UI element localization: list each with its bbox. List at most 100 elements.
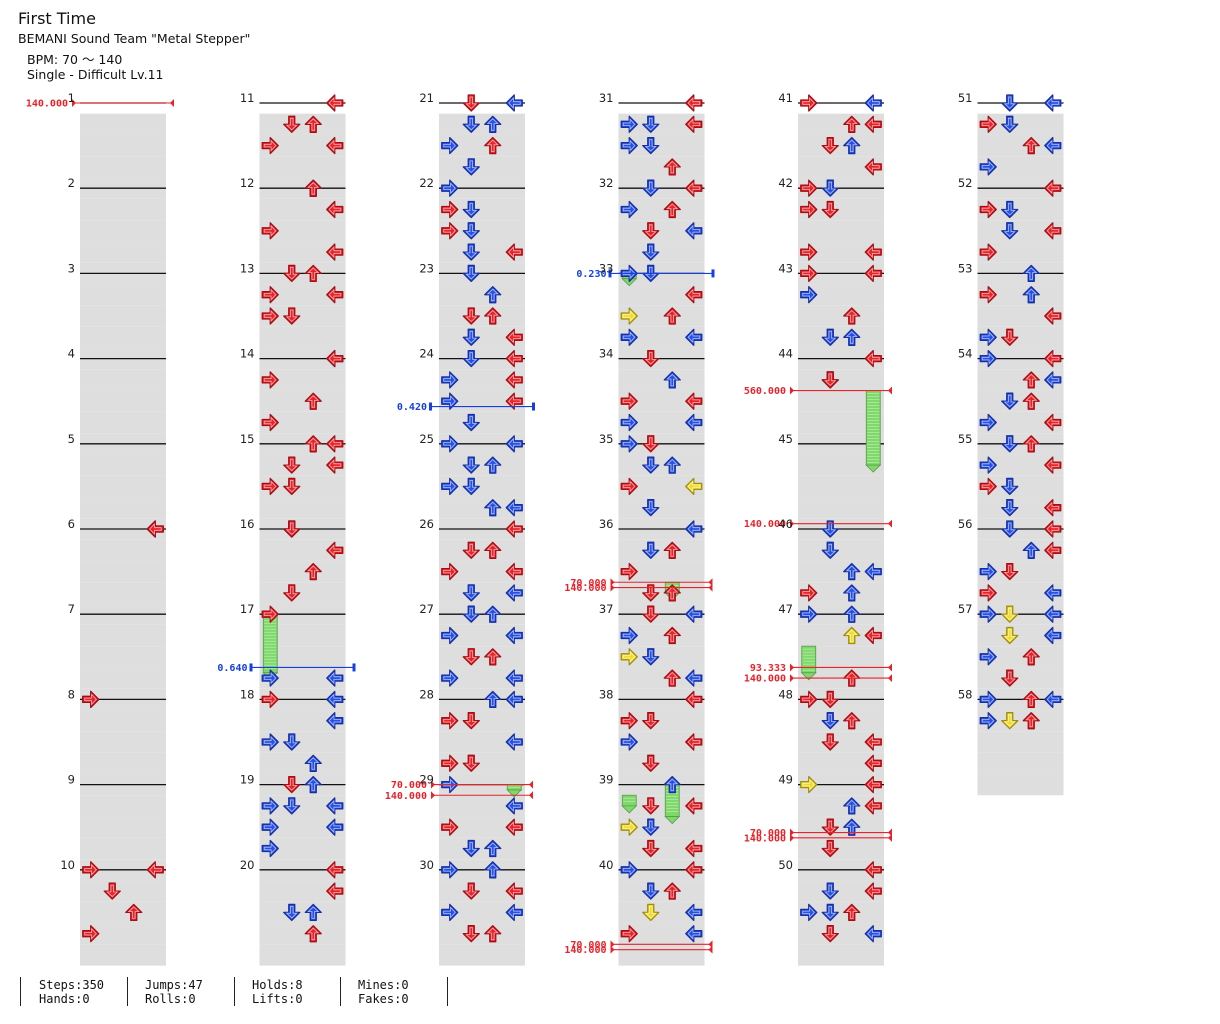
measure-number: 33 — [599, 261, 614, 275]
beat-band — [798, 156, 884, 178]
bpm-change-cap — [888, 519, 892, 528]
beat-band — [618, 156, 705, 178]
measure-number: 32 — [599, 176, 614, 190]
beat-band — [259, 923, 346, 945]
bpm-change-cap — [170, 99, 174, 107]
measure-number: 30 — [419, 858, 434, 872]
beat-band — [977, 539, 1064, 561]
measure-number: 18 — [240, 687, 255, 701]
beat-band — [977, 305, 1064, 327]
beat-band — [618, 880, 705, 902]
beat-band — [439, 284, 525, 306]
measure-number: 13 — [240, 261, 255, 275]
stop-cap — [249, 663, 253, 672]
stat-steps: Steps:350 — [39, 978, 105, 992]
beat-band — [977, 198, 1064, 221]
bpm-change-cap — [610, 940, 615, 949]
beat-band — [618, 113, 705, 135]
beat-band — [80, 156, 166, 178]
measure-number: 29 — [419, 773, 434, 787]
beat-band — [259, 390, 346, 412]
beat-band — [80, 284, 166, 306]
stats-divider — [447, 977, 448, 1006]
beat-band — [259, 539, 346, 561]
beat-band — [80, 752, 166, 774]
note-arrow — [326, 94, 344, 112]
beat-band — [259, 475, 346, 498]
beat-band — [798, 390, 884, 412]
stats-divider — [234, 977, 235, 1006]
beat-band — [798, 241, 884, 263]
beat-band — [798, 284, 884, 306]
stat-mines: Mines:0 — [358, 978, 409, 992]
measure-number: 31 — [599, 91, 614, 105]
beat-band — [80, 497, 166, 519]
measure-number: 46 — [778, 517, 793, 531]
beat-band — [618, 454, 705, 476]
beat-band — [798, 582, 884, 604]
beat-band — [977, 134, 1064, 157]
beat-band — [259, 646, 346, 668]
beat-band — [977, 773, 1064, 796]
measure-number: 26 — [419, 517, 434, 531]
beat-band — [798, 944, 884, 966]
beat-band — [798, 475, 884, 498]
chart-stats: Steps:350 Hands:0 Jumps:47 Rolls:0 Holds… — [14, 975, 614, 1009]
note-arrow — [864, 94, 882, 112]
beat-band — [439, 220, 525, 242]
beat-band — [977, 497, 1064, 519]
beat-band — [618, 497, 705, 519]
beat-band — [439, 880, 525, 902]
beat-band — [439, 560, 525, 583]
beat-band — [977, 475, 1064, 498]
bpm-change-cap — [790, 674, 794, 683]
beat-band — [798, 134, 884, 157]
beat-band — [439, 731, 525, 753]
stop-label: 0.640 — [217, 663, 247, 674]
beat-band — [618, 560, 705, 583]
stats-divider — [20, 977, 21, 1006]
hold-end — [506, 789, 523, 798]
bpm-change-cap — [708, 940, 713, 949]
beat-band — [977, 646, 1064, 668]
beat-band — [259, 284, 346, 306]
measure-number: 51 — [958, 91, 973, 105]
beat-band — [798, 901, 884, 924]
beat-band — [618, 944, 705, 966]
beat-band — [439, 837, 525, 860]
beat-band — [439, 944, 525, 966]
beat-band — [80, 305, 166, 327]
note-arrow — [800, 94, 818, 112]
beat-band — [80, 326, 166, 348]
measure-number: 43 — [778, 261, 793, 275]
measure-number: 48 — [778, 687, 793, 701]
beat-band — [259, 880, 346, 902]
beat-band — [977, 284, 1064, 306]
step-chart: 140.00070.000140.00070.000140.00070.0001… — [26, 91, 1064, 966]
measure-number: 24 — [419, 347, 434, 361]
measure-number: 25 — [419, 432, 434, 446]
beat-band — [618, 901, 705, 924]
beat-band — [618, 624, 705, 647]
measure-number: 39 — [599, 773, 614, 787]
bpm-change-cap — [790, 663, 794, 672]
beat-band — [259, 795, 346, 817]
bpm-change-label: 70.000 — [391, 780, 427, 791]
beat-band — [259, 560, 346, 583]
beat-band — [618, 795, 705, 817]
measure-number: 1 — [68, 91, 75, 105]
beat-band — [618, 752, 705, 774]
beat-band — [618, 326, 705, 348]
beat-band — [80, 795, 166, 817]
beat-band — [618, 390, 705, 412]
measure-number: 50 — [778, 858, 793, 872]
bpm-change-label: 140.000 — [564, 945, 606, 956]
measure-number: 15 — [240, 432, 255, 446]
beat-band — [259, 198, 346, 221]
beat-band — [798, 731, 884, 753]
measure-number: 28 — [419, 687, 434, 701]
beat-band — [80, 667, 166, 689]
beat-band — [259, 411, 346, 434]
measure-number: 37 — [599, 602, 614, 616]
measure-number: 34 — [599, 347, 614, 361]
